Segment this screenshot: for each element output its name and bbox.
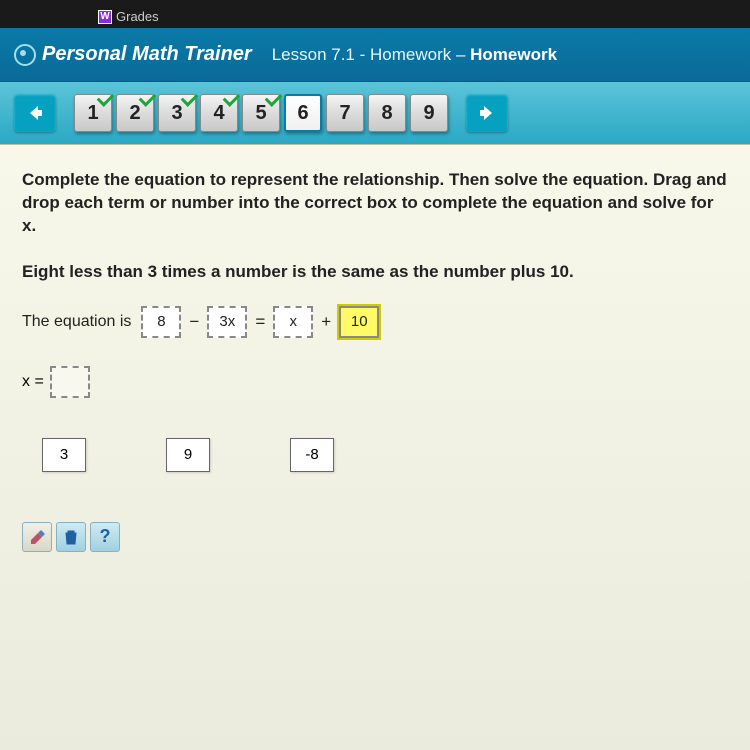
drop-slot-answer[interactable]	[50, 366, 90, 398]
eraser-icon	[28, 528, 46, 546]
lesson-prefix: Lesson 7.1 - Homework –	[272, 45, 470, 64]
tab-label: Grades	[116, 9, 159, 24]
question-btn-2[interactable]: 2	[116, 94, 154, 132]
drag-item-0[interactable]: 3	[42, 438, 86, 472]
instructions-text: Complete the equation to represent the r…	[22, 169, 728, 238]
lesson-title: Lesson 7.1 - Homework – Homework	[272, 45, 557, 65]
question-btn-1[interactable]: 1	[74, 94, 112, 132]
equation-label: The equation is	[22, 313, 131, 331]
answer-label: x =	[22, 373, 44, 391]
question-btn-7[interactable]: 7	[326, 94, 364, 132]
problem-content: Complete the equation to represent the r…	[0, 144, 750, 750]
question-btn-3[interactable]: 3	[158, 94, 196, 132]
answer-row: x =	[22, 366, 728, 398]
trash-button[interactable]	[56, 522, 86, 552]
question-btn-9[interactable]: 9	[410, 94, 448, 132]
question-nav: 123456789	[0, 82, 750, 144]
question-btn-8[interactable]: 8	[368, 94, 406, 132]
browser-tab-bar: W Grades	[0, 0, 750, 28]
app-header: Personal Math Trainer Lesson 7.1 - Homew…	[0, 28, 750, 82]
lesson-bold: Homework	[470, 45, 557, 64]
equation-row: The equation is 8 − 3x = x + 10	[22, 306, 728, 338]
app-title-text: Personal Math Trainer	[42, 43, 252, 66]
prev-button[interactable]	[14, 94, 56, 132]
tool-row: ?	[22, 522, 728, 552]
question-btn-5[interactable]: 5	[242, 94, 280, 132]
drop-slot-a[interactable]: 8	[141, 306, 181, 338]
question-btn-6[interactable]: 6	[284, 94, 322, 132]
arrow-left-icon	[25, 103, 45, 123]
question-list: 123456789	[74, 94, 448, 132]
app-logo-icon	[14, 44, 36, 66]
drop-slot-d[interactable]: 10	[339, 306, 379, 338]
drop-slot-c[interactable]: x	[273, 306, 313, 338]
arrow-right-icon	[477, 103, 497, 123]
tab-icon: W	[98, 10, 112, 24]
drag-item-2[interactable]: -8	[290, 438, 334, 472]
drag-item-1[interactable]: 9	[166, 438, 210, 472]
grades-tab[interactable]: W Grades	[90, 5, 167, 28]
help-button[interactable]: ?	[90, 522, 120, 552]
app-title: Personal Math Trainer	[14, 43, 252, 66]
op-plus: +	[319, 312, 333, 332]
op-minus: −	[187, 312, 201, 332]
eraser-button[interactable]	[22, 522, 52, 552]
help-icon: ?	[100, 526, 111, 547]
next-button[interactable]	[466, 94, 508, 132]
question-btn-4[interactable]: 4	[200, 94, 238, 132]
drag-pool: 3 9 -8	[22, 438, 728, 472]
trash-icon	[63, 529, 79, 545]
op-equals: =	[253, 312, 267, 332]
drop-slot-b[interactable]: 3x	[207, 306, 247, 338]
problem-statement: Eight less than 3 times a number is the …	[22, 262, 728, 282]
